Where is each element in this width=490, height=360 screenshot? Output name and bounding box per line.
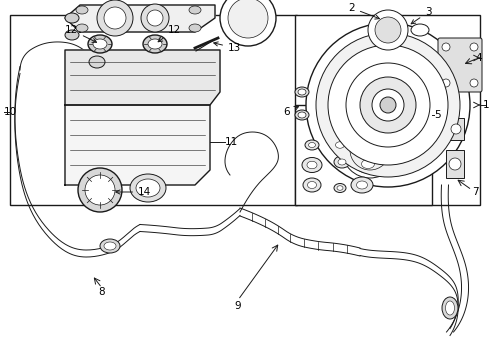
Ellipse shape [334,184,346,193]
Circle shape [372,89,404,121]
Text: 13: 13 [214,42,241,53]
Circle shape [141,4,169,32]
Circle shape [449,158,461,170]
Circle shape [228,0,268,38]
Ellipse shape [89,56,105,68]
Circle shape [451,124,461,134]
Circle shape [220,0,276,46]
Ellipse shape [331,139,349,152]
Ellipse shape [445,301,455,315]
Text: 12: 12 [65,25,97,42]
Circle shape [97,0,133,36]
Text: 9: 9 [235,301,241,311]
Ellipse shape [357,181,368,189]
Ellipse shape [411,24,429,36]
Bar [446,150,464,178]
Text: 12: 12 [158,25,181,42]
Ellipse shape [302,158,322,172]
Ellipse shape [136,179,160,197]
Circle shape [442,43,450,51]
FancyBboxPatch shape [438,38,482,92]
Circle shape [147,10,163,26]
Text: 1: 1 [483,100,490,110]
Ellipse shape [104,242,116,250]
Bar [295,105,432,205]
Ellipse shape [442,297,458,319]
Ellipse shape [355,155,381,173]
Circle shape [442,79,450,87]
Ellipse shape [351,177,373,193]
Ellipse shape [295,110,309,120]
Ellipse shape [303,178,321,192]
Ellipse shape [100,239,120,253]
Text: 6: 6 [283,107,298,117]
Circle shape [470,43,478,51]
Ellipse shape [189,6,201,14]
Text: 4: 4 [475,53,482,63]
Ellipse shape [295,87,309,97]
Polygon shape [65,5,215,32]
Text: 2: 2 [348,3,379,19]
Circle shape [368,10,408,50]
Text: 11: 11 [225,137,238,147]
Ellipse shape [88,35,112,53]
Ellipse shape [143,35,167,53]
Circle shape [360,77,416,133]
Text: 5: 5 [434,110,441,120]
Circle shape [306,23,470,187]
Circle shape [316,33,460,177]
Ellipse shape [308,181,317,189]
Ellipse shape [189,24,201,32]
Text: 3: 3 [411,7,432,24]
Circle shape [380,97,396,113]
Circle shape [350,130,390,170]
Bar [10,15,297,205]
Ellipse shape [148,39,162,49]
Text: 14: 14 [116,187,151,197]
Circle shape [470,79,478,87]
Polygon shape [65,50,220,105]
Ellipse shape [305,140,319,150]
Ellipse shape [76,6,88,14]
Text: 8: 8 [98,287,105,297]
Ellipse shape [298,112,306,118]
Ellipse shape [307,161,317,169]
Bar [448,118,464,140]
Ellipse shape [362,159,374,168]
Circle shape [85,175,115,205]
Circle shape [104,7,126,29]
Bar [295,15,480,205]
Ellipse shape [338,159,346,165]
Text: 10: 10 [4,107,17,117]
Ellipse shape [65,30,79,40]
Ellipse shape [298,89,306,95]
Ellipse shape [65,13,79,23]
Ellipse shape [336,142,344,148]
Circle shape [342,122,398,178]
Ellipse shape [337,186,343,190]
Ellipse shape [93,39,107,49]
Text: 7: 7 [472,187,479,197]
Polygon shape [65,105,210,185]
Ellipse shape [309,143,316,148]
Ellipse shape [76,24,88,32]
Ellipse shape [334,156,350,168]
Circle shape [346,63,430,147]
Circle shape [328,45,448,165]
Ellipse shape [130,174,166,202]
Ellipse shape [356,139,368,148]
Ellipse shape [359,142,365,146]
Circle shape [375,17,401,43]
Circle shape [78,168,122,212]
